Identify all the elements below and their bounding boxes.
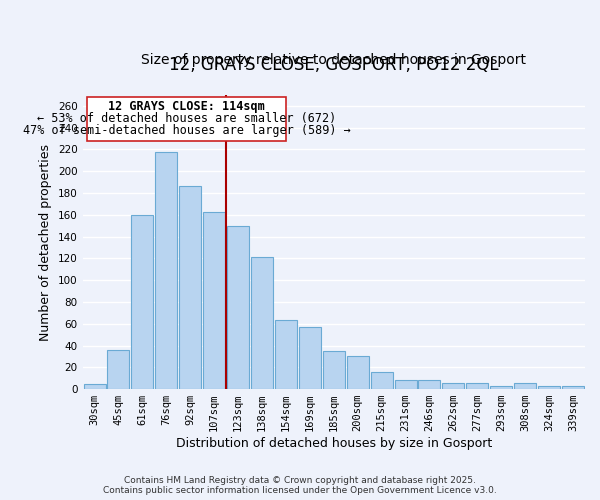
Text: ← 53% of detached houses are smaller (672): ← 53% of detached houses are smaller (67… <box>37 112 336 126</box>
Bar <box>203 212 225 389</box>
Bar <box>442 382 464 389</box>
Bar <box>131 215 154 389</box>
Text: Contains HM Land Registry data © Crown copyright and database right 2025.
Contai: Contains HM Land Registry data © Crown c… <box>103 476 497 495</box>
Bar <box>275 320 297 389</box>
X-axis label: Distribution of detached houses by size in Gosport: Distribution of detached houses by size … <box>176 437 492 450</box>
Text: 12 GRAYS CLOSE: 114sqm: 12 GRAYS CLOSE: 114sqm <box>108 100 265 114</box>
Bar <box>371 372 392 389</box>
Text: 12, GRAYS CLOSE, GOSPORT, PO12 2QL: 12, GRAYS CLOSE, GOSPORT, PO12 2QL <box>169 56 499 74</box>
Bar <box>299 327 321 389</box>
Bar <box>562 386 584 389</box>
Y-axis label: Number of detached properties: Number of detached properties <box>40 144 52 340</box>
Title: Size of property relative to detached houses in Gosport: Size of property relative to detached ho… <box>141 54 526 68</box>
Bar <box>466 382 488 389</box>
Bar <box>418 380 440 389</box>
Bar <box>155 152 178 389</box>
Bar <box>514 382 536 389</box>
FancyBboxPatch shape <box>88 97 286 140</box>
Bar <box>538 386 560 389</box>
Bar <box>83 384 106 389</box>
Text: 47% of semi-detached houses are larger (589) →: 47% of semi-detached houses are larger (… <box>23 124 350 138</box>
Bar <box>107 350 130 389</box>
Bar <box>323 351 345 389</box>
Bar <box>251 258 273 389</box>
Bar <box>347 356 369 389</box>
Bar <box>490 386 512 389</box>
Bar <box>179 186 201 389</box>
Bar <box>227 226 249 389</box>
Bar <box>395 380 416 389</box>
